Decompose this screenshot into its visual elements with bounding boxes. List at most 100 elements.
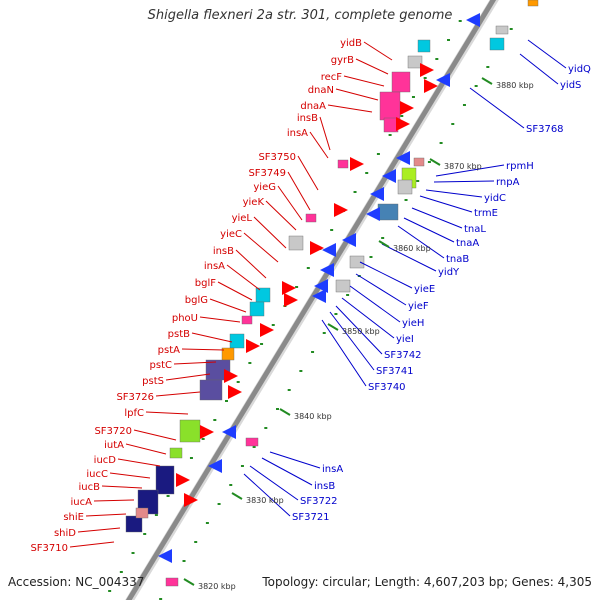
label-leader [343, 75, 385, 87]
track-tick [240, 465, 244, 467]
gene-feature [169, 447, 183, 459]
track-tick [458, 20, 462, 22]
gene-feature [379, 91, 401, 121]
track-tick [271, 324, 275, 326]
gene-label-forward: bglF [195, 278, 216, 289]
gene-label-forward: insB [213, 246, 234, 257]
gene-label-forward: insA [204, 261, 225, 272]
gene-arrow-forward [310, 241, 324, 255]
gene-label-reverse: SF3742 [384, 350, 422, 361]
gene-label-reverse: SF3768 [526, 124, 564, 135]
label-leader [269, 451, 321, 469]
gene-label-reverse: yidQ [568, 64, 591, 75]
gene-arrow-reverse [322, 243, 336, 257]
label-leader [261, 457, 313, 486]
gene-arrow-forward [200, 425, 214, 439]
gene-label-forward: SF3749 [248, 168, 286, 179]
gene-arrow-reverse [314, 279, 328, 293]
gene-label-forward: gyrB [331, 55, 354, 66]
track-tick [306, 267, 310, 269]
gene-label-reverse: insB [314, 481, 335, 492]
kbp-tick [231, 492, 243, 500]
track-tick [182, 560, 186, 562]
label-leader [319, 116, 331, 151]
gene-arrow-reverse [370, 187, 384, 201]
gene-label-forward: yieG [253, 182, 276, 193]
label-leader [321, 319, 367, 387]
track-tick [201, 438, 205, 440]
label-leader [349, 285, 401, 323]
gene-arrow-forward [176, 473, 190, 487]
gene-feature [288, 235, 304, 251]
label-leader [117, 458, 161, 467]
track-tick [143, 533, 147, 535]
gene-label-reverse: rpmH [506, 161, 534, 172]
track-tick [252, 446, 256, 448]
label-leader [249, 465, 299, 501]
track-tick [411, 96, 415, 98]
gene-arrow-forward [334, 203, 348, 217]
gene-feature [337, 159, 349, 169]
track-tick [154, 514, 158, 516]
track-tick [213, 419, 217, 421]
gene-label-reverse: insA [322, 464, 343, 475]
track-tick [108, 590, 112, 592]
label-leader [125, 443, 167, 455]
map-title: Shigella flexneri 2a str. 301, complete … [147, 8, 453, 23]
kbp-label: 3870 kbp [444, 162, 482, 171]
track-tick [400, 115, 404, 117]
track-tick [404, 199, 408, 201]
track-tick [287, 389, 291, 391]
gene-label-forward: SF3710 [30, 543, 68, 554]
gene-label-forward: yieK [243, 197, 265, 208]
gene-feature [413, 157, 425, 167]
gene-label-forward: bglG [185, 295, 208, 306]
gene-feature [527, 0, 539, 7]
track-tick [225, 400, 228, 402]
label-leader [85, 513, 127, 517]
gene-label-forward: lpfC [124, 408, 144, 419]
label-leader [297, 155, 319, 191]
gene-arrow-forward [282, 281, 296, 295]
gene-label-reverse: yidS [560, 80, 581, 91]
label-leader [77, 527, 121, 533]
genome-summary-text: Topology: circular; Length: 4,607,203 bp… [262, 575, 592, 589]
gene-feature [165, 577, 179, 587]
gene-feature [255, 287, 271, 303]
track-tick [365, 172, 369, 174]
label-leader [309, 131, 329, 159]
gene-label-reverse: yieF [408, 301, 429, 312]
track-tick [334, 313, 338, 315]
kbp-label: 3860 kbp [393, 244, 431, 253]
gene-arrow-forward [224, 369, 238, 383]
track-tick [509, 28, 513, 30]
label-leader [209, 298, 247, 313]
label-leader [253, 216, 287, 249]
kbp-tick [183, 578, 195, 586]
gene-arrow-reverse [466, 13, 480, 27]
gene-label-reverse: tnaB [446, 254, 469, 265]
track-tick [159, 598, 163, 600]
gene-label-forward: pstA [158, 345, 180, 356]
label-leader [341, 297, 395, 339]
kbp-label: 3880 kbp [496, 81, 534, 90]
gene-label-reverse: yidC [484, 193, 506, 204]
label-leader [181, 348, 225, 351]
label-leader [433, 180, 495, 183]
label-leader [397, 225, 445, 259]
gene-label-forward: dnaA [300, 101, 326, 112]
gene-feature [391, 71, 411, 93]
gene-label-reverse: yieH [402, 318, 424, 329]
gene-feature [229, 333, 245, 349]
label-leader [469, 87, 525, 129]
gene-label-reverse: trmE [474, 208, 498, 219]
gene-arrow-forward [350, 157, 364, 171]
gene-label-reverse: yieI [396, 334, 414, 345]
gene-feature [305, 213, 317, 223]
accession-text: Accession: NC_004337 [8, 575, 145, 589]
gene-label-forward: iucB [79, 482, 101, 493]
gene-arrow-reverse [342, 233, 356, 247]
track-tick [353, 191, 357, 193]
gene-feature [179, 419, 201, 443]
